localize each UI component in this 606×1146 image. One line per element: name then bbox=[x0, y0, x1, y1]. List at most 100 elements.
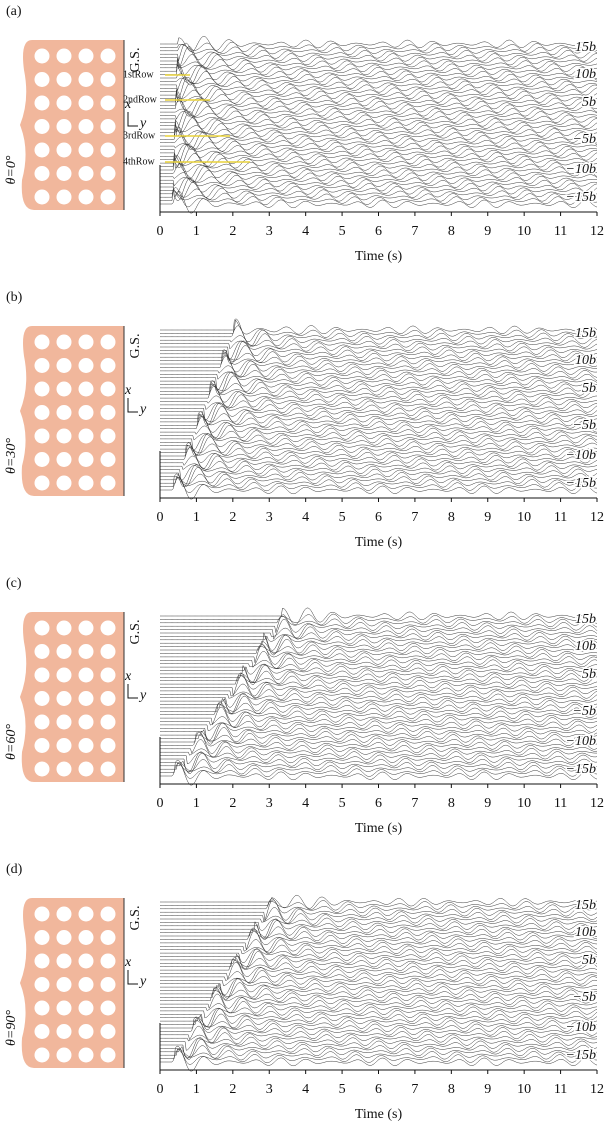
gs-label: G.S. bbox=[128, 906, 143, 931]
trace bbox=[160, 473, 597, 493]
trace bbox=[160, 63, 598, 86]
hole bbox=[56, 691, 72, 706]
trace bbox=[160, 175, 598, 187]
trace bbox=[160, 762, 598, 775]
hole bbox=[34, 72, 50, 87]
trace bbox=[160, 442, 598, 463]
angle-label: θ=60° bbox=[4, 724, 19, 760]
offset-label: −10b bbox=[566, 1020, 596, 1035]
trace bbox=[160, 632, 598, 656]
trace bbox=[160, 706, 598, 728]
trace bbox=[160, 412, 598, 425]
offset-label: 10b bbox=[575, 67, 596, 82]
offset-label: 10b bbox=[575, 925, 596, 940]
trace bbox=[160, 63, 598, 76]
hole bbox=[56, 475, 72, 491]
trace bbox=[160, 722, 598, 741]
trace bbox=[160, 944, 598, 956]
trace bbox=[160, 1036, 598, 1051]
trace bbox=[160, 719, 598, 731]
trace bbox=[160, 111, 597, 137]
trace bbox=[160, 349, 598, 373]
x-tick-label: 12 bbox=[590, 510, 604, 525]
trace bbox=[160, 46, 597, 70]
hole bbox=[56, 381, 72, 397]
hole bbox=[34, 119, 50, 134]
trace bbox=[160, 739, 598, 758]
hole bbox=[34, 189, 50, 205]
hole bbox=[56, 620, 72, 636]
trace bbox=[160, 1048, 598, 1061]
x-tick-label: 8 bbox=[448, 796, 455, 811]
hole bbox=[78, 977, 94, 992]
hole bbox=[100, 714, 116, 730]
trace bbox=[160, 683, 598, 699]
trace bbox=[160, 693, 598, 715]
hole bbox=[34, 405, 50, 420]
hole bbox=[56, 142, 72, 158]
hole bbox=[100, 166, 116, 181]
trace bbox=[160, 338, 598, 350]
trace bbox=[160, 917, 598, 931]
trace bbox=[160, 701, 598, 722]
trace bbox=[160, 54, 598, 69]
hole bbox=[100, 142, 116, 158]
axis-y-label: y bbox=[138, 974, 147, 989]
hole bbox=[100, 977, 116, 992]
x-tick-label: 12 bbox=[590, 796, 604, 811]
trace bbox=[160, 1005, 598, 1019]
hole bbox=[100, 119, 116, 134]
hole bbox=[78, 475, 94, 491]
hole bbox=[56, 977, 72, 992]
x-axis-title: Time (s) bbox=[355, 535, 403, 550]
trace bbox=[160, 146, 598, 168]
offset-label: −5b bbox=[573, 990, 596, 1005]
trace bbox=[160, 177, 598, 201]
trace bbox=[160, 1016, 598, 1033]
gs-label: G.S. bbox=[128, 334, 143, 359]
trace bbox=[160, 100, 598, 118]
offset-label: 5b bbox=[582, 667, 596, 682]
x-tick-label: 11 bbox=[554, 224, 567, 239]
trace bbox=[160, 920, 598, 940]
hole bbox=[78, 644, 94, 659]
trace bbox=[160, 425, 598, 440]
hole bbox=[56, 428, 72, 444]
hole bbox=[56, 189, 72, 205]
trace bbox=[160, 670, 598, 684]
x-tick-label: 10 bbox=[517, 796, 531, 811]
trace bbox=[160, 77, 598, 103]
hole bbox=[56, 452, 72, 467]
hole bbox=[78, 1000, 94, 1016]
trace bbox=[160, 1038, 598, 1060]
trace bbox=[160, 733, 598, 744]
x-axis-title: Time (s) bbox=[355, 249, 403, 264]
hole bbox=[34, 358, 50, 373]
trace bbox=[160, 340, 598, 365]
axis-x-label: x bbox=[124, 383, 132, 398]
trace bbox=[160, 41, 598, 53]
trace bbox=[160, 93, 598, 104]
offset-label: 15b bbox=[575, 326, 596, 341]
offset-label: −5b bbox=[573, 132, 596, 147]
trace bbox=[160, 898, 598, 914]
trace bbox=[160, 614, 598, 633]
trace bbox=[160, 762, 598, 786]
trace bbox=[160, 177, 598, 197]
hole bbox=[100, 405, 116, 420]
hole bbox=[100, 644, 116, 659]
hole bbox=[56, 95, 72, 111]
hole bbox=[34, 1047, 50, 1063]
hole bbox=[100, 189, 116, 205]
trace bbox=[160, 618, 598, 640]
hole bbox=[78, 620, 94, 636]
trace bbox=[160, 752, 597, 774]
trace bbox=[160, 476, 598, 489]
hole bbox=[34, 1000, 50, 1016]
offset-label: −10b bbox=[566, 448, 596, 463]
x-tick-label: 6 bbox=[375, 510, 382, 525]
hole bbox=[78, 381, 94, 397]
trace bbox=[160, 123, 598, 138]
trace bbox=[160, 657, 598, 670]
